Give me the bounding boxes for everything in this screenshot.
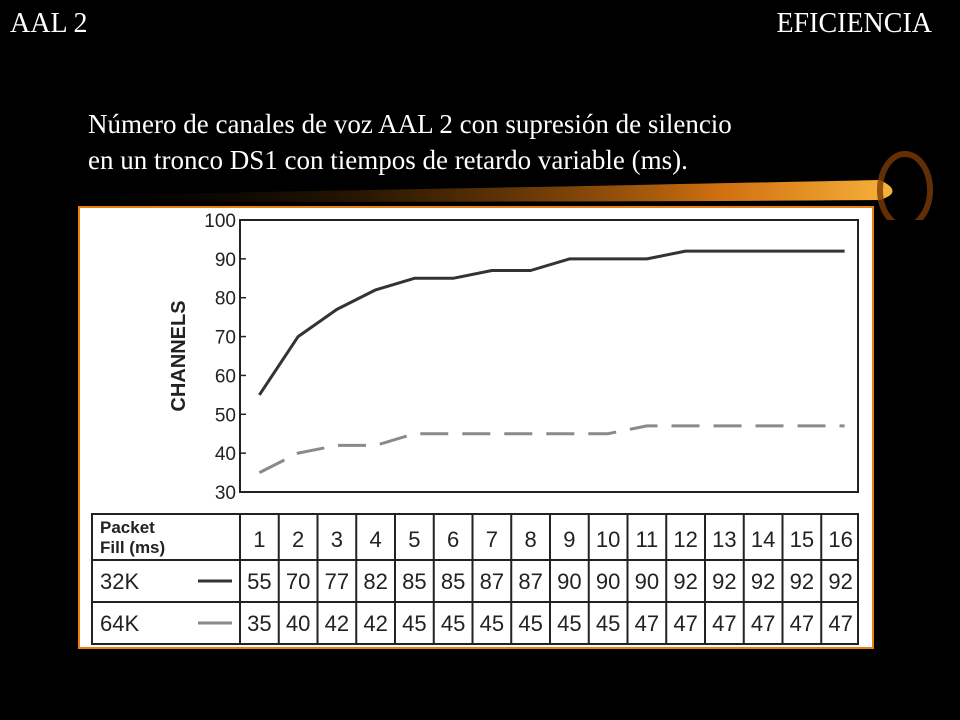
- table-column-header: 8: [525, 527, 537, 552]
- y-tick-label: 90: [215, 250, 236, 271]
- table-cell: 92: [790, 569, 814, 594]
- table-cell: 40: [286, 611, 310, 636]
- table-cell: 45: [441, 611, 465, 636]
- table-cell: 90: [557, 569, 581, 594]
- table-column-header: 3: [331, 527, 343, 552]
- table-column-header: 10: [596, 527, 620, 552]
- y-tick-label: 100: [204, 211, 236, 232]
- table-column-header: 2: [292, 527, 304, 552]
- y-tick-label: 30: [215, 483, 236, 504]
- table-cell: 35: [247, 611, 271, 636]
- table-column-header: 1: [253, 527, 265, 552]
- table-cell: 55: [247, 569, 271, 594]
- table-column-header: 4: [370, 527, 382, 552]
- table-cell: 42: [325, 611, 349, 636]
- table-column-header: 9: [563, 527, 575, 552]
- series-line-32k: [258, 249, 845, 396]
- table-cell: 47: [712, 611, 736, 636]
- chart-figure: 30 40 50 60 70 80 90 100 CHANNELS Packet Fill (m…: [78, 206, 874, 649]
- decorative-streak: [40, 151, 933, 220]
- y-tick-label: 40: [215, 444, 236, 465]
- y-tick-label: 70: [215, 328, 236, 349]
- table-cell: 87: [480, 569, 504, 594]
- table-column-header: 14: [751, 527, 775, 552]
- table-cell: 45: [596, 611, 620, 636]
- table-cell: 90: [635, 569, 659, 594]
- table-cell: 47: [673, 611, 697, 636]
- table-row-label: 32K: [100, 569, 139, 594]
- plot-area: [239, 219, 859, 493]
- table-column-header: 11: [635, 527, 658, 552]
- table-cell: 77: [325, 569, 349, 594]
- table-cell: 85: [402, 569, 426, 594]
- subtitle-line-1: Número de canales de voz AAL 2 con supre…: [88, 109, 732, 139]
- table-column-header: 16: [828, 527, 852, 552]
- table-cell: 90: [596, 569, 620, 594]
- header-right-title: EFICIENCIA: [776, 8, 932, 39]
- table-cell: 82: [363, 569, 387, 594]
- table-cell: 92: [828, 569, 852, 594]
- table-cell: 45: [518, 611, 542, 636]
- table-cell: 70: [286, 569, 310, 594]
- series-line-64k: [258, 424, 845, 474]
- y-tick-label: 60: [215, 366, 236, 387]
- table-column-header: 13: [712, 527, 736, 552]
- table-cell: 85: [441, 569, 465, 594]
- header-left-title: AAL 2: [10, 8, 88, 39]
- table-column-header: 12: [673, 527, 697, 552]
- y-tick-label: 80: [215, 289, 236, 310]
- table-column-header: 5: [408, 527, 420, 552]
- table-cell: 87: [518, 569, 542, 594]
- table-column-header: 6: [447, 527, 459, 552]
- table-row-label: 64K: [100, 611, 139, 636]
- subtitle-line-2: en un tronco DS1 con tiempos de retardo …: [88, 145, 688, 175]
- table-cell: 47: [751, 611, 775, 636]
- table-cell: 92: [673, 569, 697, 594]
- chart-subtitle: Número de canales de voz AAL 2 con supre…: [88, 106, 888, 178]
- y-axis-label: CHANNELS: [168, 300, 190, 411]
- table-cell: 92: [712, 569, 736, 594]
- table-column-header: 7: [486, 527, 498, 552]
- table-cell: 42: [363, 611, 387, 636]
- table-cell: 45: [402, 611, 426, 636]
- table-cell: 45: [557, 611, 581, 636]
- table-cell: 47: [828, 611, 852, 636]
- table-column-header: 15: [790, 527, 814, 552]
- table-header-label: Fill (ms): [100, 538, 165, 557]
- table-cell: 47: [790, 611, 814, 636]
- y-tick-label: 50: [215, 405, 236, 426]
- table-cell: 47: [635, 611, 659, 636]
- table-cell: 92: [751, 569, 775, 594]
- table-header-label: Packet: [100, 518, 155, 537]
- table-cell: 45: [480, 611, 504, 636]
